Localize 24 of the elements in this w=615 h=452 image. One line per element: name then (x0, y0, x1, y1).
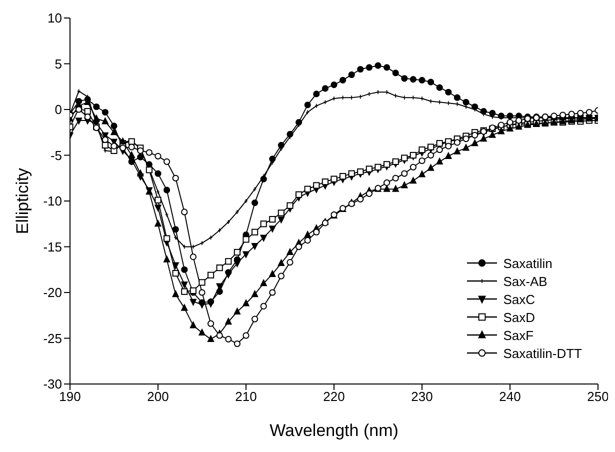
legend-label: Saxatilin (503, 256, 552, 270)
x-tick-label: 190 (59, 389, 81, 404)
x-axis-title: Wavelength (nm) (270, 421, 398, 440)
legend-label: Sax-AB (503, 274, 548, 288)
x-tick-label: 210 (235, 389, 257, 404)
y-tick-label: -25 (43, 330, 62, 346)
x-tick-label: 220 (323, 389, 345, 404)
legend-label: SaxD (503, 310, 536, 324)
legend-label: SaxC (503, 292, 536, 306)
legend-label: Saxatilin-DTT (503, 346, 582, 360)
y-axis-title: Ellipticity (13, 167, 32, 234)
y-tick-label: 10 (48, 10, 62, 26)
x-tick-label: 230 (411, 389, 433, 404)
y-tick-label: -20 (43, 285, 62, 300)
x-tick-label: 240 (499, 389, 521, 404)
legend-label: SaxF (503, 328, 534, 342)
x-tick-label: 250 (587, 389, 609, 404)
y-tick-label: -15 (43, 239, 62, 254)
y-tick-label: -5 (50, 148, 62, 163)
y-tick-label: -10 (43, 194, 62, 209)
y-tick-label: 0 (54, 102, 62, 118)
y-tick-label: 5 (54, 56, 62, 72)
x-tick-label: 200 (147, 389, 169, 404)
y-tick-label: -30 (43, 376, 62, 392)
